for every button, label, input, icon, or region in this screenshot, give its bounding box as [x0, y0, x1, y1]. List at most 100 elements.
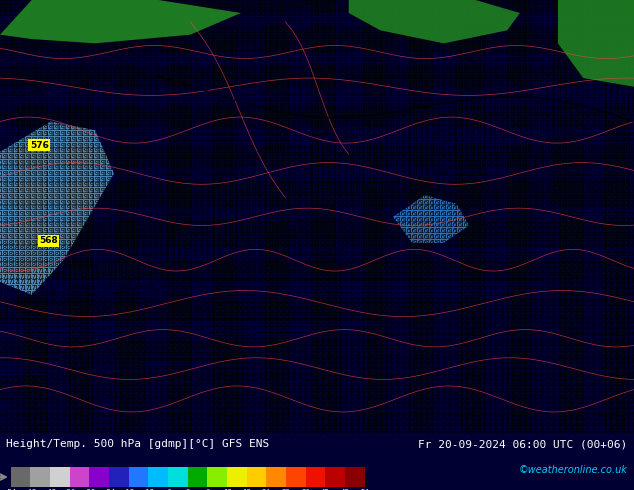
- Text: 14: 14: [396, 422, 405, 428]
- Text: 17: 17: [465, 131, 474, 137]
- Text: 14: 14: [39, 411, 48, 416]
- Text: 20: 20: [137, 0, 146, 6]
- Text: 17: 17: [586, 85, 595, 92]
- Text: 19: 19: [91, 154, 100, 160]
- Text: 15: 15: [488, 234, 497, 240]
- Text: 20: 20: [27, 80, 36, 86]
- Text: 16: 16: [309, 222, 319, 228]
- Text: 17: 17: [396, 177, 405, 183]
- Text: 16: 16: [598, 182, 607, 189]
- Text: 18: 18: [143, 217, 152, 222]
- Text: 19: 19: [396, 0, 405, 6]
- Text: 18: 18: [154, 137, 163, 143]
- Text: 16: 16: [592, 177, 601, 183]
- Text: 19: 19: [39, 143, 48, 148]
- Text: 16: 16: [131, 302, 140, 308]
- Text: 19: 19: [4, 143, 13, 148]
- Text: 14: 14: [540, 354, 549, 360]
- Text: 14: 14: [327, 422, 336, 428]
- Text: 19: 19: [33, 143, 42, 148]
- Text: 18: 18: [557, 57, 566, 63]
- Text: 16: 16: [315, 257, 325, 263]
- Text: 15: 15: [171, 359, 180, 366]
- Text: 14: 14: [223, 422, 232, 428]
- Text: 14: 14: [246, 422, 255, 428]
- Text: 19: 19: [96, 205, 105, 211]
- Text: 14: 14: [316, 411, 325, 416]
- Text: 14: 14: [557, 388, 566, 394]
- Text: 14: 14: [512, 354, 521, 360]
- Text: 17: 17: [16, 279, 25, 286]
- Text: 19: 19: [206, 85, 215, 92]
- Text: 15: 15: [16, 388, 25, 394]
- Text: 18: 18: [252, 148, 261, 154]
- Text: 17: 17: [113, 274, 122, 280]
- Text: 19: 19: [436, 11, 446, 17]
- Text: 17: 17: [188, 222, 198, 228]
- Text: 17: 17: [27, 268, 36, 274]
- Text: 19: 19: [258, 34, 267, 40]
- Text: 18: 18: [131, 222, 140, 228]
- Text: 19: 19: [148, 125, 157, 131]
- Text: 19: 19: [61, 91, 71, 97]
- Text: 17: 17: [229, 205, 238, 211]
- Text: 15: 15: [615, 228, 624, 234]
- Text: 15: 15: [361, 268, 370, 274]
- Text: 14: 14: [581, 325, 590, 331]
- Text: 14: 14: [443, 365, 451, 371]
- Text: 14: 14: [212, 382, 221, 388]
- Text: 18: 18: [177, 211, 186, 217]
- Text: 15: 15: [39, 348, 48, 354]
- Text: 17: 17: [419, 143, 428, 148]
- Text: 15: 15: [16, 342, 25, 348]
- Text: 17: 17: [402, 114, 411, 120]
- Text: 14: 14: [85, 411, 94, 416]
- Text: 15: 15: [321, 308, 330, 314]
- Text: 19: 19: [125, 137, 134, 143]
- Text: 15: 15: [430, 257, 439, 263]
- Text: 14: 14: [44, 399, 53, 405]
- Text: 15: 15: [304, 337, 313, 343]
- Text: 14: 14: [592, 285, 601, 291]
- Text: 14: 14: [413, 354, 422, 360]
- Text: 14: 14: [454, 319, 463, 325]
- Text: 19: 19: [119, 165, 129, 172]
- Text: 15: 15: [33, 359, 42, 366]
- Text: 19: 19: [16, 171, 25, 177]
- Text: 18: 18: [339, 91, 347, 97]
- Text: 19: 19: [217, 46, 226, 51]
- Text: 18: 18: [350, 85, 359, 92]
- Text: 20: 20: [44, 80, 53, 86]
- Text: 17: 17: [391, 120, 399, 125]
- Text: 15: 15: [252, 319, 261, 325]
- Text: 19: 19: [292, 51, 301, 57]
- Text: 18: 18: [287, 80, 295, 86]
- Text: 17: 17: [569, 63, 578, 69]
- Text: 19: 19: [275, 34, 284, 40]
- Text: 17: 17: [217, 211, 226, 217]
- Text: 15: 15: [264, 291, 273, 297]
- Text: 14: 14: [425, 376, 434, 382]
- Text: 14: 14: [79, 422, 88, 428]
- Text: 17: 17: [586, 91, 595, 97]
- Text: 19: 19: [281, 28, 290, 34]
- Text: 14: 14: [523, 399, 532, 405]
- Text: 14: 14: [108, 393, 117, 399]
- Text: 16: 16: [523, 199, 532, 206]
- Text: 16: 16: [408, 182, 417, 189]
- Text: 19: 19: [143, 120, 152, 125]
- Text: 15: 15: [240, 331, 249, 337]
- Text: 19: 19: [44, 148, 53, 154]
- Text: 15: 15: [569, 257, 578, 263]
- Text: 15: 15: [0, 388, 8, 394]
- Text: 18: 18: [183, 120, 192, 125]
- Text: 14: 14: [430, 314, 439, 319]
- Text: 16: 16: [419, 211, 428, 217]
- Text: 18: 18: [546, 63, 555, 69]
- Text: 16: 16: [356, 240, 365, 245]
- Text: 20: 20: [62, 68, 71, 74]
- Text: 14: 14: [350, 422, 359, 428]
- Text: 18: 18: [188, 154, 198, 160]
- Text: 15: 15: [419, 296, 428, 302]
- Text: 18: 18: [442, 46, 451, 51]
